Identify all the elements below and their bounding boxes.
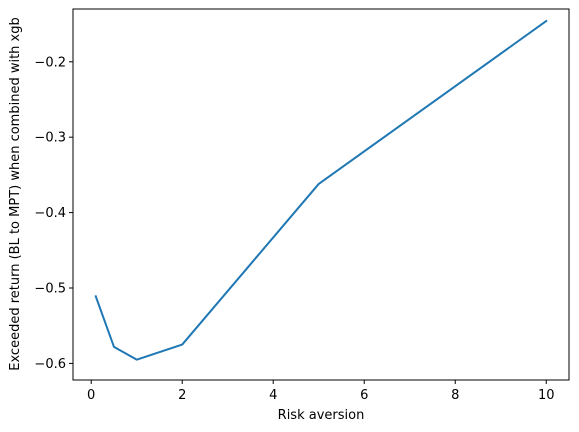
series-line — [94, 19, 548, 361]
y-tick-label: −0.6 — [34, 357, 66, 372]
y-tick-label: −0.5 — [34, 282, 66, 297]
plot-area — [73, 9, 569, 380]
ticks: 0 2 4 6 8 10 −0.6 −0.5 −0.4 −0.3 −0.2 — [34, 55, 554, 403]
x-tick-label: 0 — [87, 388, 95, 403]
y-tick-label: −0.4 — [34, 206, 66, 221]
x-tick-label: 2 — [178, 388, 186, 403]
y-tick-label: −0.2 — [34, 55, 66, 70]
x-tick-label: 6 — [360, 388, 368, 403]
plot-frame — [72, 8, 570, 381]
x-tick-label: 10 — [538, 388, 555, 403]
y-tick-label: −0.3 — [34, 131, 66, 146]
x-tick-label: 4 — [269, 388, 277, 403]
x-tick-label: 8 — [451, 388, 459, 403]
series-group — [94, 19, 548, 361]
y-axis-label: Exceeded return (BL to MPT) when combine… — [8, 17, 23, 371]
x-axis-label: Risk aversion — [278, 408, 365, 423]
